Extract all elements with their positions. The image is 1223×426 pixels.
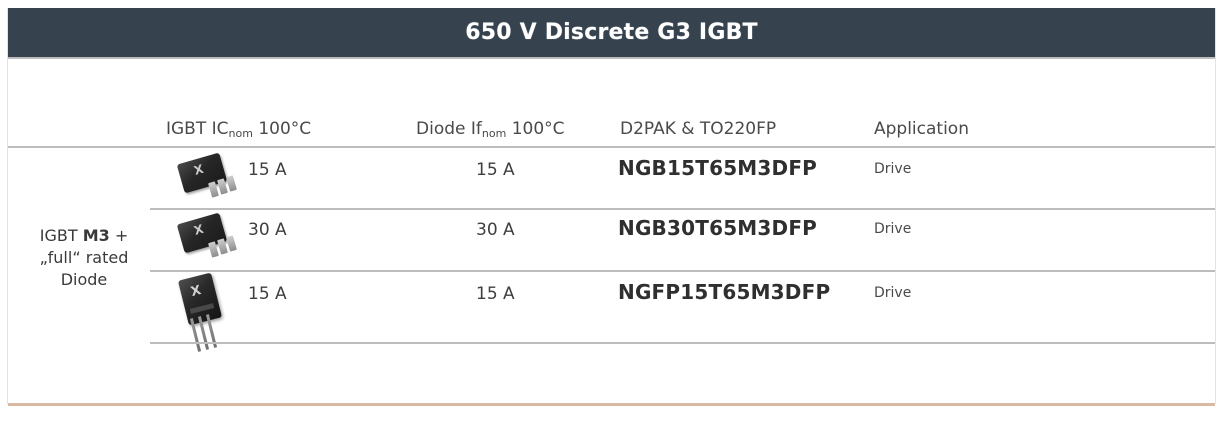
cell-part-number[interactable]: NGB15T65M3DFP	[618, 156, 818, 180]
row-group-label-line1: IGBT M3 +	[14, 225, 154, 247]
cell-diode-current: 15 A	[476, 160, 515, 180]
d2pak-lead-3	[226, 235, 237, 252]
column-header-igbt-current-temp: 100°C	[252, 119, 312, 139]
table-row[interactable]: X 30 A 30 A NGB30T65M3DFP Drive	[8, 208, 1215, 270]
d2pak-package-image: X	[176, 212, 250, 264]
cell-igbt-current: 15 A	[248, 284, 287, 304]
column-header-diode-current-subscript: nom	[481, 127, 507, 140]
cell-igbt-current: 15 A	[248, 160, 287, 180]
d2pak-lead-3	[226, 175, 237, 192]
column-header-igbt-current: IGBT ICnom 100°C	[166, 119, 312, 140]
cell-application: Drive	[874, 221, 912, 237]
table-row[interactable]: X 15 A 15 A NGB15T65M3DFP Drive	[8, 148, 1215, 208]
slide-bottom-divider	[8, 403, 1215, 406]
cell-application: Drive	[874, 161, 912, 177]
column-header-diode-current-text: Diode If	[416, 119, 482, 139]
row-group-label: IGBT M3 + „full“ rated Diode	[14, 225, 154, 291]
cell-application: Drive	[874, 285, 912, 301]
product-table: IGBT ICnom 100°C Diode Ifnom 100°C D2PAK…	[8, 57, 1215, 403]
row-group-label-line1-pre: IGBT	[39, 226, 83, 245]
column-header-diode-current: Diode Ifnom 100°C	[416, 119, 565, 140]
row-group-label-line3: Diode	[60, 270, 108, 289]
column-header-part-number: D2PAK & TO220FP	[620, 119, 777, 139]
content-right-edge	[1215, 8, 1216, 404]
table-rule-row2-bottom	[150, 270, 1215, 272]
column-header-igbt-current-text: IGBT IC	[166, 119, 229, 139]
row-group-label-line2: „full“ rated	[39, 248, 129, 267]
page-title: 650 V Discrete G3 IGBT	[465, 20, 758, 45]
column-header-application: Application	[874, 119, 969, 139]
row-group-label-line1-post: +	[109, 226, 129, 245]
table-rule-row1-bottom	[150, 208, 1215, 210]
table-rule-top	[8, 57, 1215, 59]
content-left-edge	[7, 8, 8, 404]
cell-diode-current: 30 A	[476, 220, 515, 240]
table-rule-header-bottom	[8, 146, 1215, 148]
d2pak-package-image: X	[176, 152, 250, 204]
row-group-label-line1-bold: M3	[82, 226, 110, 245]
table-row[interactable]: X 15 A 15 A NGFP15T65M3DFP Drive	[8, 270, 1215, 352]
column-header-diode-current-temp: 100°C	[506, 119, 565, 139]
slide-title-bar: 650 V Discrete G3 IGBT	[8, 8, 1215, 57]
cell-diode-current: 15 A	[476, 284, 515, 304]
table-rule-row3-bottom	[150, 342, 1215, 344]
cell-part-number[interactable]: NGB30T65M3DFP	[618, 216, 818, 240]
column-header-igbt-current-subscript: nom	[228, 127, 253, 140]
cell-igbt-current: 30 A	[248, 220, 287, 240]
cell-part-number[interactable]: NGFP15T65M3DFP	[618, 280, 831, 304]
